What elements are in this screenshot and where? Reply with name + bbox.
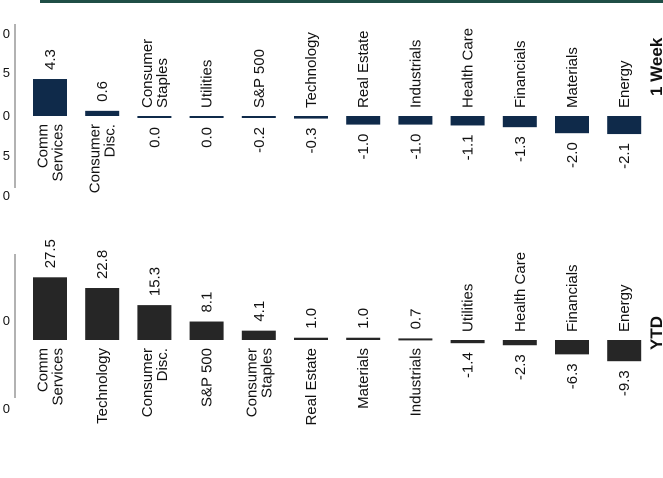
week-value-label-industrials: -1.0 xyxy=(407,134,424,160)
ytd-bar-comm-services xyxy=(33,277,67,340)
ytd-category-label-consumer-staples: Consumer xyxy=(243,348,260,417)
ytd-value-label-utilities: -1.4 xyxy=(460,352,477,378)
ytd-axis-tick-label: 0 xyxy=(3,313,10,328)
week-bar-technology xyxy=(294,116,328,119)
week-category-label-consumer-disc: Disc. xyxy=(102,124,119,157)
ytd-category-label-comm-services: Services xyxy=(50,348,67,406)
ytd-bar-consumer-disc xyxy=(137,305,172,340)
week-category-label-industrials: Industrials xyxy=(407,40,424,108)
ytd-category-label-sandp-500: S&P 500 xyxy=(199,348,216,407)
ytd-bar-industrials xyxy=(398,338,433,341)
week-category-label-materials: Materials xyxy=(564,47,581,108)
ytd-value-label-consumer-staples: 4.1 xyxy=(251,301,268,322)
ytd-value-label-comm-services: 27.5 xyxy=(42,239,59,268)
ytd-value-label-industrials: 0.7 xyxy=(407,309,424,330)
week-value-label-real-estate: -1.0 xyxy=(355,134,372,160)
ytd-value-label-real-estate: 1.0 xyxy=(303,308,320,329)
week-bar-financials xyxy=(502,116,537,128)
week-value-label-consumer-disc: 0.6 xyxy=(94,81,111,102)
week-category-label-health-care: Health Care xyxy=(460,28,477,108)
ytd-category-label-consumer-staples: Staples xyxy=(258,348,275,398)
ytd-category-label-health-care: Health Care xyxy=(512,252,529,332)
ytd-category-label-financials: Financials xyxy=(564,264,581,332)
week-bar-sandp-500 xyxy=(241,116,276,118)
header-rule xyxy=(40,0,663,3)
week-value-label-consumer-staples: 0.0 xyxy=(146,127,163,148)
week-category-label-energy: Energy xyxy=(616,60,633,108)
week-category-label-real-estate: Real Estate xyxy=(355,30,372,108)
week-bar-consumer-staples xyxy=(137,116,172,118)
ytd-value-label-materials: 1.0 xyxy=(355,308,372,329)
week-bar-consumer-disc xyxy=(85,110,120,116)
week-category-label-consumer-staples: Staples xyxy=(154,58,171,108)
ytd-period-label: YTD xyxy=(647,316,663,350)
week-category-label-consumer-disc: Consumer xyxy=(87,124,104,193)
week-value-label-materials: -2.0 xyxy=(564,142,581,168)
ytd-category-label-energy: Energy xyxy=(616,284,633,332)
week-value-label-technology: -0.3 xyxy=(303,128,320,154)
ytd-bar-technology xyxy=(85,288,120,340)
ytd-bar-financials xyxy=(555,340,589,355)
week-bar-comm-services xyxy=(33,79,67,116)
week-axis-tick-label: 0 xyxy=(3,188,10,203)
ytd-category-label-consumer-disc: Disc. xyxy=(154,348,171,381)
ytd-category-label-technology: Technology xyxy=(94,348,111,424)
ytd-bar-materials xyxy=(346,337,381,340)
ytd-category-label-comm-services: Comm xyxy=(35,348,52,392)
ytd-value-label-financials: -6.3 xyxy=(564,363,581,389)
ytd-bar-consumer-staples xyxy=(241,330,276,340)
week-value-label-comm-services: 4.3 xyxy=(42,49,59,70)
ytd-bar-real-estate xyxy=(294,337,328,340)
ytd-value-label-technology: 22.8 xyxy=(94,250,111,279)
week-axis-tick-label: 0 xyxy=(3,26,10,41)
ytd-bar-health-care xyxy=(502,340,537,346)
week-category-label-comm-services: Services xyxy=(50,124,67,182)
week-axis-tick-label: 0 xyxy=(3,108,10,123)
week-value-label-utilities: 0.0 xyxy=(199,127,216,148)
week-category-label-comm-services: Comm xyxy=(35,124,52,168)
ytd-value-label-energy: -9.3 xyxy=(616,370,633,396)
week-category-label-consumer-staples: Consumer xyxy=(139,39,156,108)
ytd-bar-sandp-500 xyxy=(189,321,224,340)
ytd-category-label-real-estate: Real Estate xyxy=(303,348,320,426)
week-bar-real-estate xyxy=(346,116,381,125)
week-axis-tick-label: 5 xyxy=(3,148,10,163)
week-period-label: 1 Week xyxy=(647,37,663,96)
ytd-category-label-materials: Materials xyxy=(355,348,372,409)
ytd-category-label-industrials: Industrials xyxy=(407,348,424,416)
ytd-bar-energy xyxy=(607,340,642,362)
ytd-value-label-health-care: -2.3 xyxy=(512,354,529,380)
week-axis-tick-label: 5 xyxy=(3,65,10,80)
week-category-label-utilities: Utilities xyxy=(199,60,216,108)
ytd-value-label-consumer-disc: 15.3 xyxy=(146,267,163,296)
week-value-label-financials: -1.3 xyxy=(512,136,529,162)
ytd-value-label-sandp-500: 8.1 xyxy=(199,292,216,313)
week-value-label-sandp-500: -0.2 xyxy=(251,127,268,153)
week-bar-utilities xyxy=(189,116,224,118)
week-category-label-technology: Technology xyxy=(303,32,320,108)
week-bar-health-care xyxy=(450,116,485,126)
week-value-label-energy: -2.1 xyxy=(616,143,633,169)
ytd-axis-tick-label: 0 xyxy=(3,401,10,416)
week-bar-energy xyxy=(607,116,642,135)
ytd-category-label-consumer-disc: Consumer xyxy=(139,348,156,417)
week-bar-industrials xyxy=(398,116,433,125)
week-category-label-sandp-500: S&P 500 xyxy=(251,49,268,108)
week-category-label-financials: Financials xyxy=(512,40,529,108)
ytd-bar-utilities xyxy=(450,340,485,344)
ytd-category-label-utilities: Utilities xyxy=(460,284,477,332)
week-value-label-health-care: -1.1 xyxy=(460,134,477,160)
week-bar-materials xyxy=(555,116,589,134)
